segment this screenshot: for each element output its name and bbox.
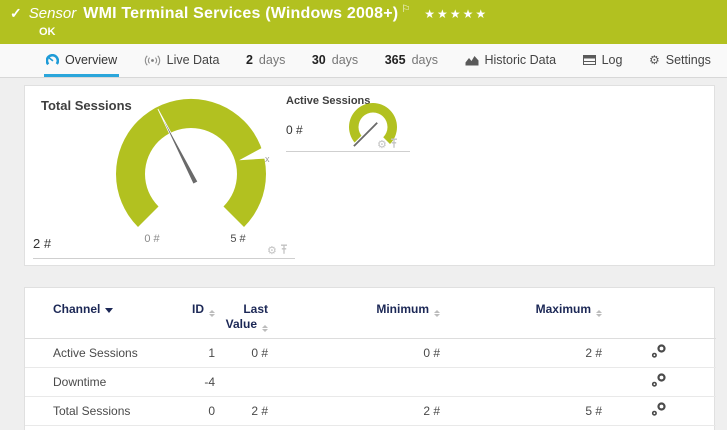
total-sessions-gauge: x — [116, 98, 270, 227]
gauge-needle — [353, 122, 378, 147]
table-row-downtime[interactable]: Downtime -4 — [25, 368, 716, 397]
channel-minimum: 2 # — [423, 404, 440, 418]
channel-name[interactable]: Total Sessions — [53, 404, 131, 418]
active-gauge-settings-gear-icon[interactable]: ⚙ — [377, 138, 387, 151]
sensor-status-header: ✓ Sensor WMI Terminal Services (Windows … — [0, 0, 727, 44]
table-header-row: Channel ID Last Value Minimum Maximum — [25, 302, 716, 339]
channel-name[interactable]: Active Sessions — [53, 346, 138, 360]
flag-icon[interactable]: ⚐ — [401, 4, 411, 15]
table-row-active-sessions[interactable]: Active Sessions 1 0 # 0 # 2 # — [25, 339, 716, 368]
status-ok-check-icon: ✓ — [10, 5, 22, 21]
column-header-maximum-label: Maximum — [535, 302, 591, 316]
total-gauge-settings-gear-icon[interactable]: ⚙ — [267, 244, 277, 257]
log-table-icon — [582, 55, 596, 65]
column-header-last-value[interactable]: Last Value — [215, 302, 268, 339]
channel-minimum — [268, 368, 440, 397]
tab-bar: Overview Live Data 2 days 30 days 365 da… — [0, 44, 727, 78]
sort-arrows-icon[interactable] — [434, 310, 440, 317]
gauge-limit-notch — [239, 146, 268, 161]
sort-arrows-icon[interactable] — [262, 325, 268, 332]
total-gauge-scale-min: 0 # — [144, 233, 160, 245]
tab-365-days-label: days — [411, 53, 438, 67]
column-header-id[interactable]: ID — [185, 302, 215, 339]
gauge-limit-marker-label: x — [265, 154, 270, 164]
total-gauge-pin-icon[interactable] — [280, 242, 288, 260]
priority-stars[interactable]: ★★★★★ — [424, 7, 489, 21]
channel-last-value: 2 # — [251, 404, 268, 418]
channel-maximum — [440, 368, 602, 397]
tab-365-days-number: 365 — [384, 53, 406, 67]
channel-settings-gears-icon[interactable] — [651, 344, 667, 362]
tab-365-days[interactable]: 365 days — [383, 44, 440, 77]
status-badge: OK — [39, 26, 56, 38]
tab-2-days-number: 2 — [245, 53, 253, 67]
sort-arrows-icon[interactable] — [209, 310, 215, 317]
gauges-panel: Total Sessions x 0 # 5 # 2 # ⚙ Active Se… — [24, 85, 715, 266]
tab-live-data-label: Live Data — [166, 53, 220, 67]
sort-arrows-icon[interactable] — [596, 310, 602, 317]
tab-overview-label: Overview — [65, 53, 118, 67]
channel-minimum: 0 # — [423, 346, 440, 360]
tab-live-data[interactable]: Live Data — [142, 44, 222, 77]
column-header-id-label: ID — [192, 302, 204, 316]
tab-overview[interactable]: Overview — [44, 44, 120, 77]
column-header-channel[interactable]: Channel — [25, 302, 185, 339]
sensor-title: WMI Terminal Services (Windows 2008+) — [83, 5, 399, 22]
channel-maximum: 5 # — [585, 404, 602, 418]
total-gauge-scale-max: 5 # — [230, 233, 246, 245]
tab-2-days-label: days — [258, 53, 286, 67]
channel-settings-gears-icon[interactable] — [651, 373, 667, 391]
channel-maximum: 2 # — [585, 346, 602, 360]
tab-2-days[interactable]: 2 days — [244, 44, 287, 77]
active-sessions-gauge — [349, 103, 397, 148]
channel-id: -4 — [204, 375, 215, 389]
channel-last-value — [215, 368, 268, 397]
tab-historic-data-label: Historic Data — [484, 53, 557, 67]
divider — [286, 151, 410, 152]
tab-30-days[interactable]: 30 days — [310, 44, 360, 77]
tab-log-label: Log — [601, 53, 623, 67]
active-sessions-gauge-title: Active Sessions — [286, 95, 371, 107]
gauge-needle — [157, 108, 199, 185]
active-gauge-pin-icon[interactable] — [390, 136, 398, 154]
channel-settings-gears-icon[interactable] — [651, 402, 667, 420]
channel-last-value: 0 # — [251, 346, 268, 360]
tab-settings-label: Settings — [665, 53, 711, 67]
channels-panel: Channel ID Last Value Minimum Maximum — [24, 287, 716, 430]
table-row-total-sessions[interactable]: Total Sessions 0 2 # 2 # 5 # — [25, 397, 716, 426]
area-chart-icon — [465, 55, 479, 66]
column-header-maximum[interactable]: Maximum — [440, 302, 602, 339]
tab-30-days-label: days — [331, 53, 359, 67]
column-header-minimum[interactable]: Minimum — [268, 302, 440, 339]
tab-30-days-number: 30 — [311, 53, 326, 67]
live-signal-icon — [144, 54, 161, 66]
gear-icon: ⚙ — [648, 53, 660, 67]
object-kind-label: Sensor — [28, 5, 77, 22]
channel-name[interactable]: Downtime — [53, 375, 107, 389]
tab-log[interactable]: Log — [581, 44, 625, 77]
tab-settings[interactable]: ⚙ Settings — [647, 44, 713, 77]
column-header-last-value-label: Last Value — [225, 302, 268, 331]
channels-table: Channel ID Last Value Minimum Maximum — [25, 302, 716, 426]
active-sessions-current-value: 0 # — [286, 123, 303, 137]
divider — [33, 258, 295, 259]
total-sessions-current-value: 2 # — [33, 236, 52, 251]
column-header-minimum-label: Minimum — [376, 302, 429, 316]
tab-historic-data[interactable]: Historic Data — [463, 44, 559, 77]
total-sessions-gauge-title: Total Sessions — [41, 98, 132, 113]
channel-id: 1 — [208, 346, 215, 360]
channel-id: 0 — [208, 404, 215, 418]
gauge-icon — [46, 53, 59, 67]
sort-active-icon — [105, 308, 114, 313]
column-header-channel-label: Channel — [53, 302, 101, 316]
